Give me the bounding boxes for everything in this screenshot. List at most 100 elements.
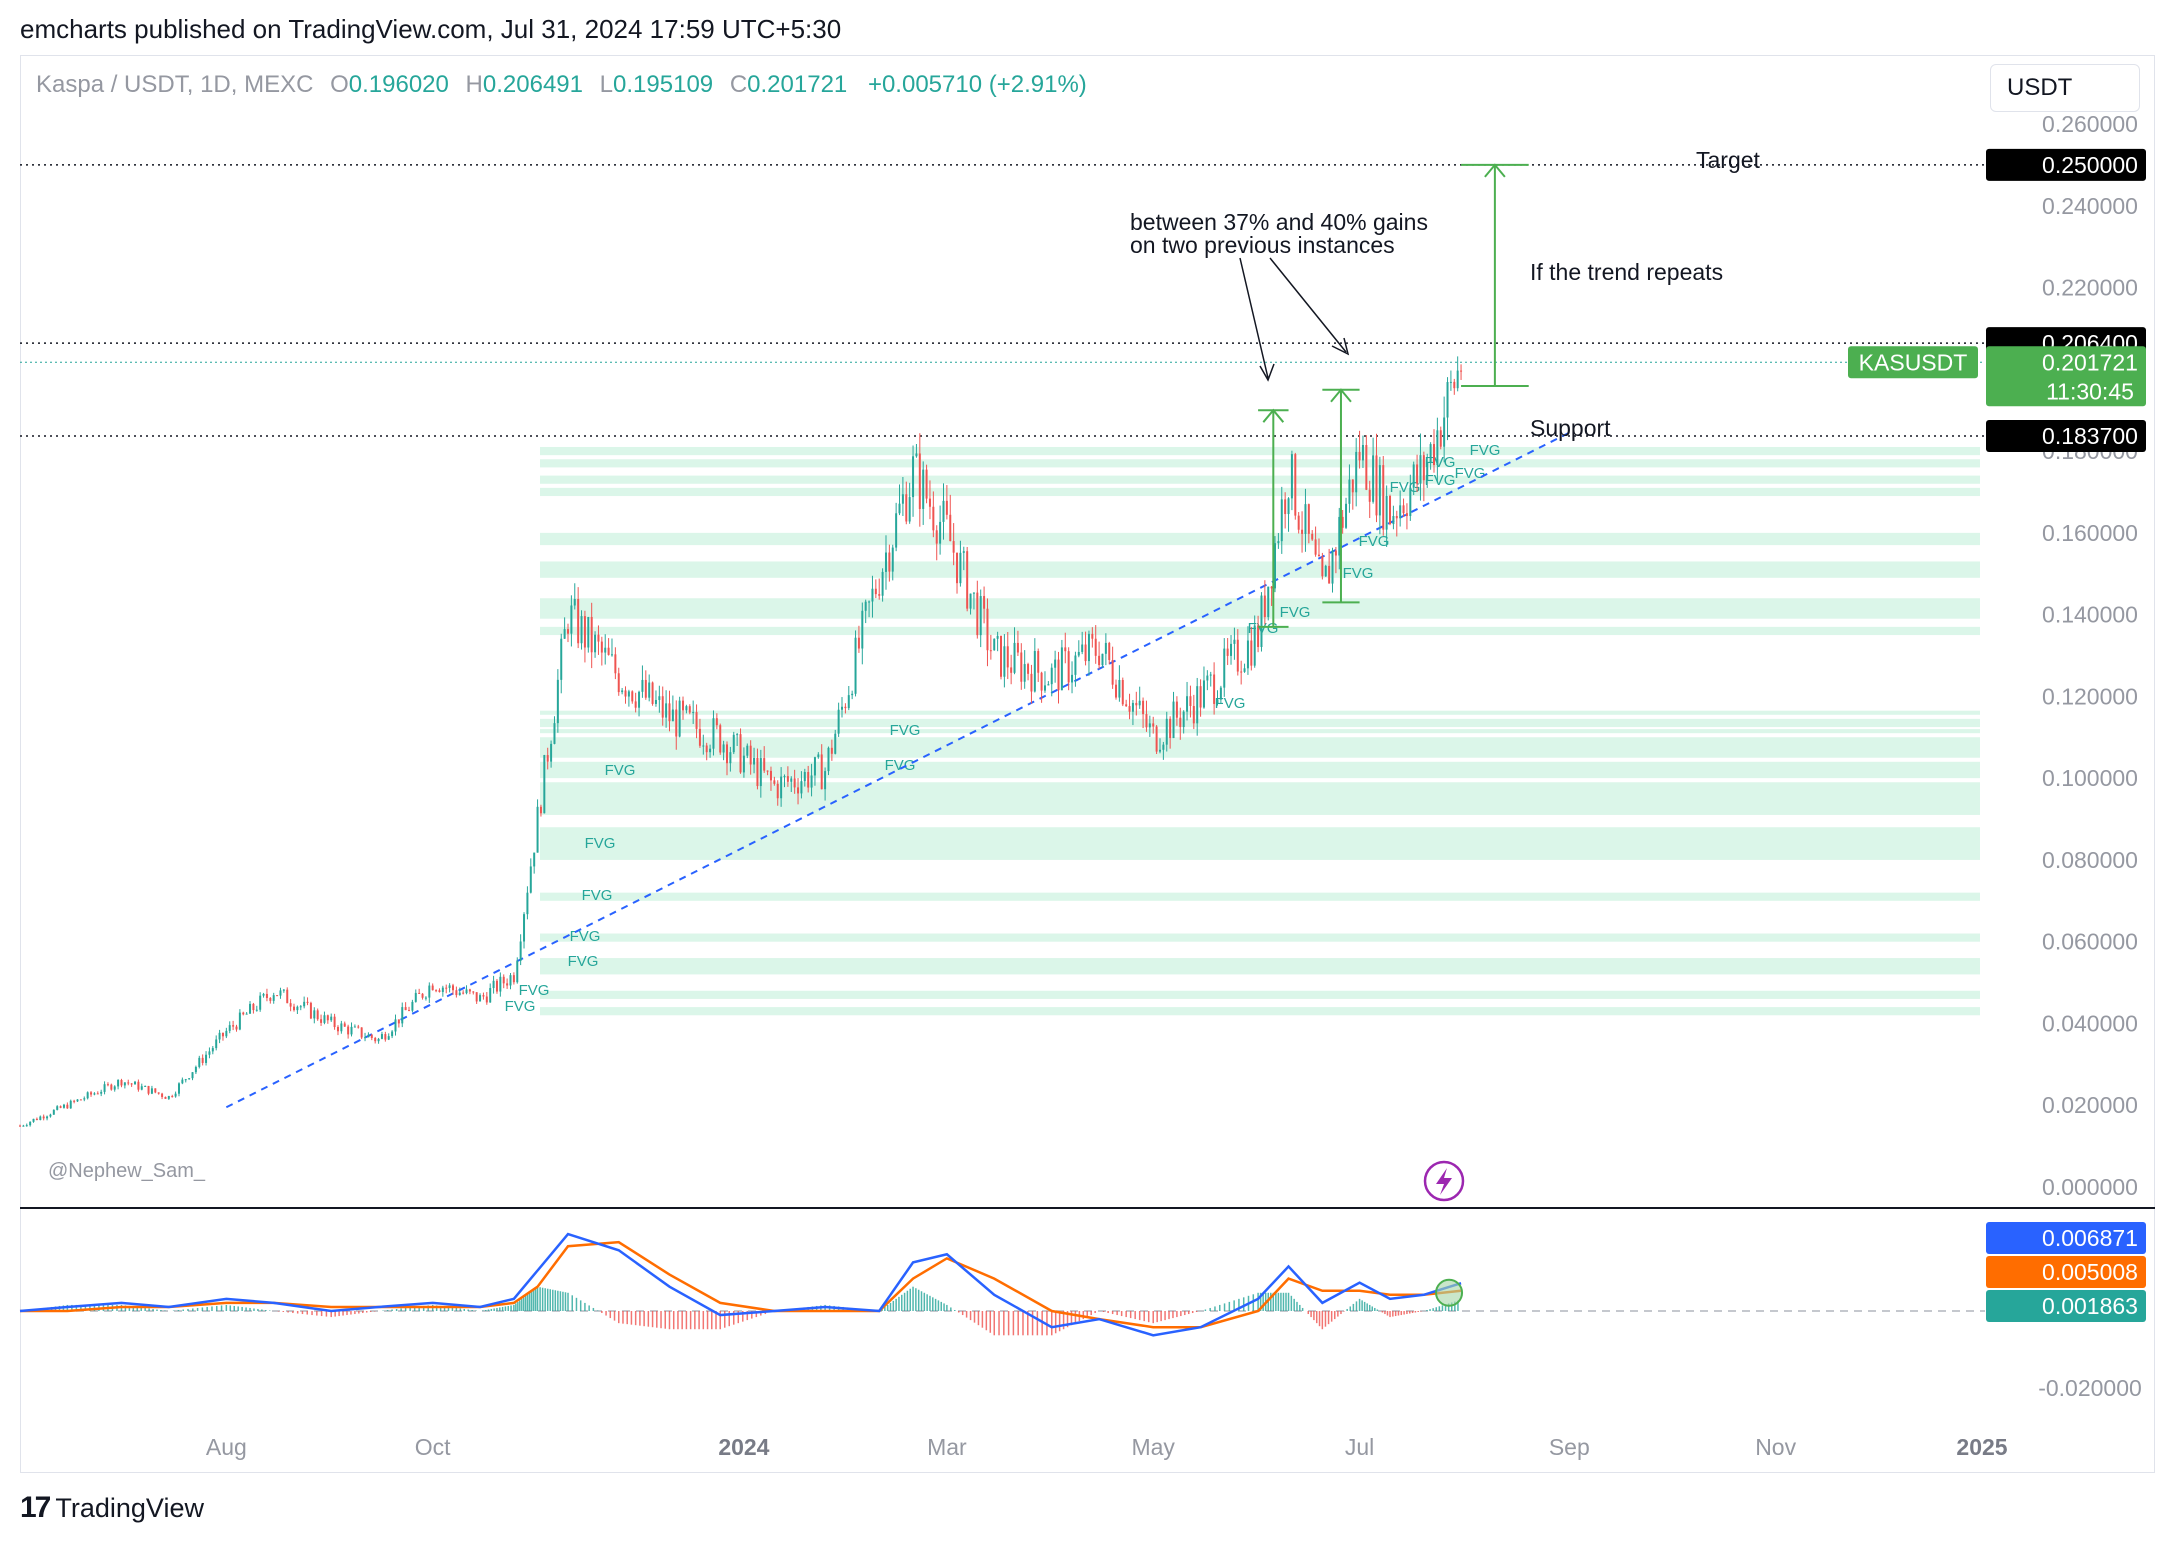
- candle-body: [509, 975, 512, 986]
- fvg-zone: [540, 459, 1980, 468]
- fvg-zone: [540, 626, 1980, 636]
- candle-body: [252, 1003, 255, 1011]
- candle-body: [742, 755, 745, 773]
- candle-body: [208, 1051, 211, 1055]
- symbol-label[interactable]: Kaspa / USDT, 1D, MEXC: [36, 71, 314, 98]
- candle-body: [1142, 700, 1145, 715]
- watermark: @Nephew_Sam_: [48, 1160, 206, 1182]
- candle-body: [1236, 639, 1239, 672]
- x-tick-label: Oct: [415, 1434, 451, 1460]
- candle-body: [884, 552, 887, 572]
- candle-body: [698, 728, 701, 746]
- candle-body: [370, 1034, 373, 1038]
- macd-line[interactable]: [19, 1232, 1462, 1337]
- y-tick-label: 0.120000: [2042, 683, 2138, 709]
- x-tick-label: Sep: [1549, 1434, 1590, 1460]
- candle-body: [1432, 444, 1435, 466]
- candle-body: [421, 993, 424, 998]
- candle-body: [93, 1093, 96, 1095]
- candle-body: [1000, 635, 1002, 677]
- fvg-zone: [540, 561, 1980, 578]
- candle-body: [408, 1010, 411, 1012]
- candle-body: [979, 596, 982, 636]
- candle-body: [854, 637, 857, 694]
- candle-body: [553, 723, 556, 744]
- candle-body: [1125, 704, 1128, 707]
- fvg-zone: [540, 446, 1980, 456]
- candle-body: [411, 1001, 414, 1011]
- candle-body: [127, 1082, 130, 1084]
- candle-body: [641, 679, 644, 692]
- trend-line[interactable]: [225, 431, 1570, 1109]
- candle-body: [1013, 642, 1016, 673]
- candle-body: [915, 453, 918, 457]
- currency-button[interactable]: USDT: [1990, 64, 2140, 112]
- candle-body: [983, 596, 986, 609]
- candle-body: [66, 1104, 69, 1109]
- candle-body: [1057, 659, 1060, 691]
- candle-body: [1378, 465, 1381, 516]
- candle-body: [289, 1003, 292, 1007]
- candle-body: [905, 494, 908, 522]
- candle-body: [438, 990, 441, 992]
- candle-body: [1010, 667, 1013, 673]
- candle-body: [1250, 640, 1253, 666]
- candle-body: [157, 1092, 160, 1094]
- candle-body: [451, 985, 454, 991]
- candle-body: [69, 1100, 72, 1109]
- candle-body: [1118, 679, 1121, 698]
- histogram-value-label: 0.001863: [2042, 1293, 2138, 1319]
- candle-body: [35, 1118, 38, 1121]
- candle-body: [1094, 638, 1097, 656]
- candle-body: [1138, 700, 1141, 706]
- tradingview-logo[interactable]: 17 TradingView: [20, 1491, 204, 1525]
- candle-body: [810, 775, 813, 788]
- candle-body: [245, 1013, 248, 1015]
- candle-body: [1267, 586, 1270, 618]
- candle-body: [404, 1007, 407, 1011]
- candle-body: [1368, 489, 1371, 502]
- candle-body: [1047, 684, 1050, 686]
- fvg-zone: [540, 892, 1980, 901]
- candle-body: [181, 1079, 184, 1084]
- candle-body: [786, 776, 789, 782]
- candle-body: [59, 1106, 62, 1108]
- publish-header: emcharts published on TradingView.com, J…: [20, 14, 842, 44]
- candle-body: [1290, 454, 1293, 499]
- candle-body: [1158, 749, 1161, 752]
- support-price-label: 0.183700: [2042, 423, 2138, 449]
- candle-body: [1460, 370, 1463, 372]
- pointer-arrowhead-2: [1331, 337, 1350, 356]
- candle-body: [211, 1048, 214, 1052]
- candle-body: [925, 469, 928, 499]
- y-tick-label: 0.160000: [2042, 520, 2138, 546]
- candle-body: [536, 806, 539, 853]
- candle-body: [1111, 660, 1114, 685]
- candle-body: [249, 1003, 252, 1014]
- candle-body: [1233, 639, 1236, 644]
- candle-body: [901, 494, 904, 504]
- candle-body: [830, 747, 833, 754]
- candle-body: [1219, 687, 1222, 700]
- candle-body: [759, 758, 762, 787]
- candle-body: [939, 521, 942, 544]
- lightning-icon[interactable]: [1423, 1160, 1465, 1202]
- candle-body: [380, 1034, 383, 1039]
- fvg-label: FVG: [605, 762, 636, 779]
- candle-body: [282, 989, 285, 991]
- candle-body: [996, 635, 999, 639]
- candle-body: [1446, 382, 1449, 418]
- candle-body: [1108, 642, 1111, 661]
- fvg-zone: [540, 782, 1980, 815]
- candle-body: [418, 992, 421, 994]
- macd-y-tick-label: -0.020000: [2038, 1375, 2142, 1401]
- candle-body: [1121, 679, 1124, 705]
- candle-body: [567, 629, 570, 634]
- candle-body: [330, 1016, 333, 1021]
- candle-body: [394, 1019, 397, 1032]
- y-tick-label: 0.000000: [2042, 1174, 2138, 1200]
- candle-body: [235, 1026, 238, 1030]
- candle-body: [600, 641, 603, 653]
- candle-body: [96, 1093, 99, 1095]
